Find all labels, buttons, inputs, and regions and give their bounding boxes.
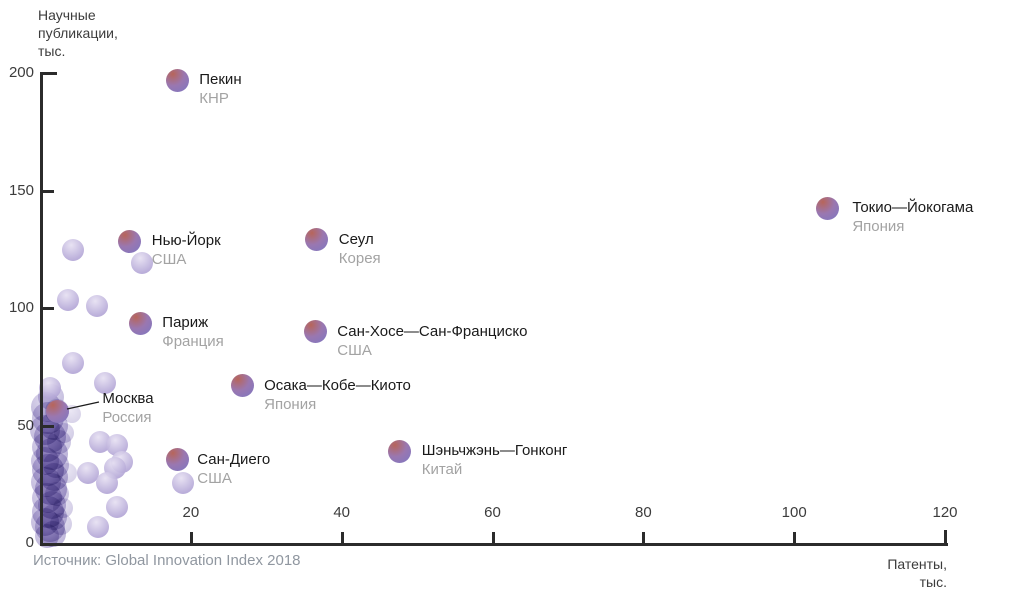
city-name: Осака—Кобе—Киото xyxy=(264,376,411,394)
city-name: Токио—Йокогама xyxy=(852,199,974,217)
y-tick-label: 0 xyxy=(25,534,34,551)
x-tick-label: 100 xyxy=(781,504,807,521)
country-name: Корея xyxy=(338,249,381,267)
light-bubble xyxy=(87,516,110,539)
light-bubble xyxy=(93,372,116,395)
country-name: США xyxy=(151,251,187,269)
city-bubble xyxy=(230,374,254,398)
x-tick xyxy=(642,532,646,546)
light-bubble xyxy=(38,376,61,399)
x-tick xyxy=(189,532,193,546)
city-label: Сан-Хосе—Сан-Франциско США xyxy=(337,322,527,360)
y-tick xyxy=(40,307,54,310)
city-bubble xyxy=(303,320,327,343)
city-name: Нью-Йорк xyxy=(151,232,221,250)
country-name: Россия xyxy=(102,409,152,427)
city-bubble xyxy=(388,439,412,463)
cluster-bubble xyxy=(50,513,73,536)
cluster-bubble xyxy=(54,422,75,443)
city-name: Сан-Диего xyxy=(197,450,271,468)
city-bubble xyxy=(305,228,329,252)
y-tick-label: 150 xyxy=(8,181,34,199)
x-tick xyxy=(793,532,797,546)
y-tick-label: 50 xyxy=(17,416,34,434)
city-bubble xyxy=(165,448,189,472)
x-tick-label: 60 xyxy=(484,504,501,521)
city-name: Пекин xyxy=(199,71,242,89)
y-tick-label: 200 xyxy=(8,64,34,81)
light-bubble xyxy=(62,239,85,262)
city-label: Москва Россия xyxy=(102,389,153,427)
x-tick xyxy=(340,532,344,546)
country-name: Япония xyxy=(264,395,317,413)
light-bubble xyxy=(89,430,112,453)
light-bubble xyxy=(172,472,195,495)
light-bubble xyxy=(56,288,79,311)
light-bubble xyxy=(130,252,153,275)
city-label: Пекин КНР xyxy=(199,70,241,108)
city-label: Париж Франция xyxy=(162,313,223,351)
y-axis-title: Научные публикации, тыс. xyxy=(38,7,118,59)
x-tick xyxy=(944,530,947,546)
y-tick xyxy=(40,189,54,193)
light-bubble xyxy=(86,294,109,317)
country-name: Китай xyxy=(421,461,463,479)
city-label: Нью-Йорк США xyxy=(152,231,221,269)
city-name: Москва xyxy=(102,390,154,408)
city-name: Сан-Хосе—Сан-Франциско xyxy=(337,322,528,340)
x-tick-label: 80 xyxy=(634,504,652,521)
y-tick xyxy=(40,72,57,75)
light-bubble xyxy=(62,352,85,375)
city-label: Сеул Корея xyxy=(339,230,381,268)
y-tick-label: 100 xyxy=(8,299,34,316)
country-name: Япония xyxy=(852,218,905,236)
city-bubble xyxy=(45,399,69,423)
x-tick-label: 20 xyxy=(182,504,200,521)
city-label: Сан-Диего США xyxy=(197,450,270,488)
x-tick xyxy=(491,532,495,546)
x-tick-label: 120 xyxy=(932,504,958,521)
city-bubble xyxy=(165,68,189,92)
country-name: Франция xyxy=(162,333,224,351)
country-name: США xyxy=(197,469,232,487)
cluster-bubble xyxy=(52,497,73,518)
country-name: КНР xyxy=(199,90,229,108)
light-bubble xyxy=(96,472,119,495)
x-tick-label: 40 xyxy=(333,504,350,521)
city-label: Шэньчжэнь—Гонконг Китай xyxy=(422,441,568,479)
source-note: Источник: Global Innovation Index 2018 xyxy=(33,552,301,569)
cluster-bubble xyxy=(57,462,78,483)
light-bubble xyxy=(105,495,128,518)
y-tick xyxy=(40,424,54,428)
city-label: Токио—Йокогама Япония xyxy=(852,198,973,236)
light-bubble xyxy=(77,461,100,484)
city-bubble xyxy=(118,229,142,253)
city-name: Шэньчжэнь—Гонконг xyxy=(421,442,568,460)
city-name: Париж xyxy=(162,314,209,332)
country-name: США xyxy=(337,341,372,359)
x-axis-title: Патенты, тыс. xyxy=(887,556,947,590)
city-bubble xyxy=(815,196,839,220)
city-bubble xyxy=(128,311,152,335)
city-label: Осака—Кобе—Киото Япония xyxy=(264,376,411,414)
city-name: Сеул xyxy=(338,230,374,248)
